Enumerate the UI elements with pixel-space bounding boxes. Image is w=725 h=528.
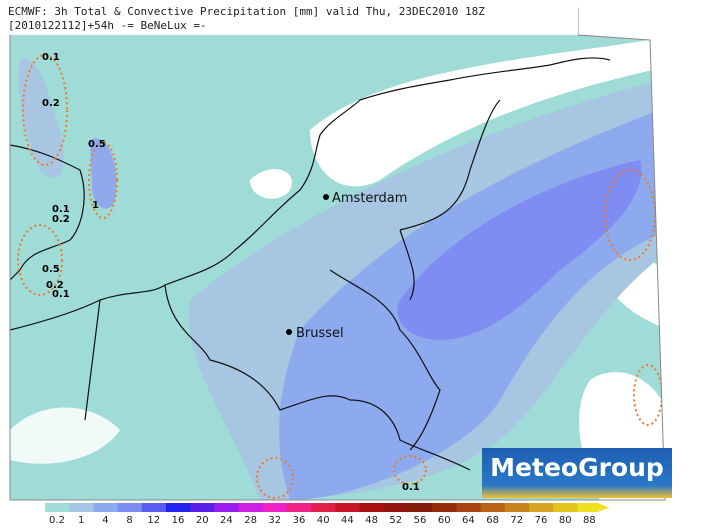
- coastline-continent: [10, 57, 611, 331]
- legend-label: 36: [293, 515, 306, 526]
- legend: 0.2 1 4 8 12 16 20 24 28 32 36 40 44 48 52 56 60 64 68 72 76…: [45, 503, 610, 526]
- legend-swatch: [383, 503, 409, 512]
- legend-label: 20: [196, 515, 209, 526]
- borders: [84, 99, 501, 471]
- legend-label: 80: [559, 515, 572, 526]
- legend-swatch: [504, 503, 530, 512]
- legend-swatch: [69, 503, 94, 512]
- coastline-uk: [10, 144, 85, 281]
- no-precip-patch: [250, 169, 292, 199]
- legend-swatch: [166, 503, 191, 512]
- legend-swatch: [529, 503, 554, 512]
- header-line: [2010122112]+54h -= BeNeLux =-: [8, 19, 207, 32]
- legend-label: 72: [510, 515, 523, 526]
- legend-swatch: [262, 503, 288, 512]
- legend-swatch: [432, 503, 457, 512]
- legend-label: 52: [389, 515, 402, 526]
- precip-uk-band: [18, 58, 64, 178]
- precip-band-8: [397, 160, 642, 340]
- contour-line: [604, 169, 656, 261]
- city-label: Amsterdam: [332, 191, 407, 206]
- legend-swatch: [45, 503, 70, 512]
- legend-swatch: [335, 503, 361, 512]
- legend-swatch: [93, 503, 119, 512]
- legend-label: 88: [583, 515, 596, 526]
- contour-line: [393, 455, 427, 485]
- legend-label: 60: [438, 515, 451, 526]
- legend-swatch: [553, 503, 578, 512]
- legend-swatch: [141, 503, 167, 512]
- legend-label: 76: [535, 515, 548, 526]
- header-line: ECMWF: 3h Total & Convective Precipitati…: [8, 5, 485, 18]
- contour-label: 0.2: [42, 98, 60, 109]
- logo-box: [482, 448, 672, 498]
- legend-label: 44: [341, 515, 354, 526]
- contour-label: 0.5: [88, 139, 106, 150]
- city-dot: [286, 329, 292, 335]
- no-precip-north: [310, 8, 665, 187]
- contour-label: 0.1: [402, 482, 420, 493]
- contour-label: 0.2: [52, 214, 70, 225]
- legend-swatch: [287, 503, 312, 512]
- legend-label: 64: [462, 515, 475, 526]
- contour-label: 0.1: [52, 289, 70, 300]
- legend-label: 0.2: [49, 515, 65, 526]
- legend-label: 68: [486, 515, 499, 526]
- no-precip-southwest: [10, 407, 120, 464]
- legend-label: 4: [102, 515, 108, 526]
- contour-line: [88, 141, 118, 219]
- contour-label: 1: [92, 200, 99, 211]
- legend-label: 8: [126, 515, 132, 526]
- legend-swatch: [359, 503, 385, 512]
- contour-line: [22, 54, 68, 166]
- legend-swatch: [214, 503, 240, 512]
- contour-label: 0.2: [46, 280, 64, 291]
- legend-swatch: [190, 503, 215, 512]
- legend-swatch: [117, 503, 143, 512]
- logo-text: MeteoGroup: [490, 453, 664, 482]
- city-label: Brussel: [296, 326, 344, 341]
- contour-label: 0.1: [52, 204, 70, 215]
- legend-label: 48: [365, 515, 378, 526]
- legend-label: 24: [220, 515, 233, 526]
- contour-line: [17, 224, 63, 296]
- legend-swatch: [311, 503, 336, 512]
- legend-swatch: [480, 503, 506, 512]
- legend-arrow: [577, 503, 610, 512]
- legend-label: 1: [78, 515, 84, 526]
- contour-line: [256, 457, 294, 499]
- legend-label: 28: [244, 515, 257, 526]
- contour-label: 0.5: [42, 264, 60, 275]
- legend-swatch: [408, 503, 433, 512]
- precip-uk: [90, 138, 117, 209]
- legend-label: 40: [317, 515, 330, 526]
- legend-swatch: [456, 503, 482, 512]
- contour-label: 0.1: [42, 52, 60, 63]
- legend-label: 16: [172, 515, 185, 526]
- header-box: [0, 0, 578, 35]
- legend-label: 56: [414, 515, 427, 526]
- legend-label: 32: [268, 515, 281, 526]
- city-dot: [323, 194, 329, 200]
- legend-label: 12: [147, 515, 160, 526]
- legend-swatch: [238, 503, 264, 512]
